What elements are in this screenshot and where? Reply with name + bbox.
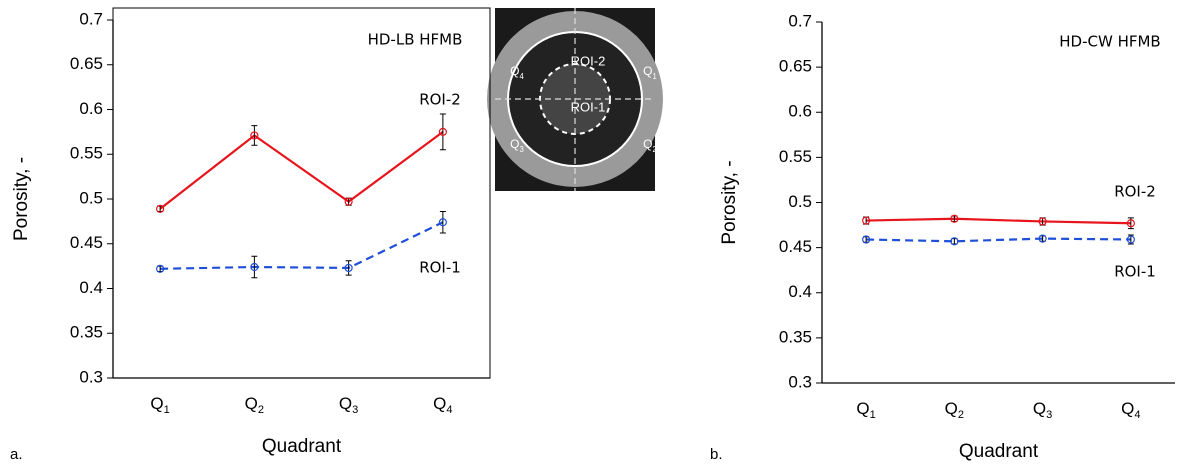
y-tick-label: 0.45 xyxy=(70,233,103,252)
x-tick-label: Q4 xyxy=(1121,399,1140,420)
y-tick-label: 0.65 xyxy=(70,54,103,73)
chart-title: HD-LB HFMB xyxy=(368,31,463,49)
x-axis-title: Quadrant xyxy=(262,436,342,457)
series-label: ROI-1 xyxy=(1114,263,1156,281)
inset-roi-label: ROI-1 xyxy=(571,99,606,114)
x-tick-label: Q3 xyxy=(1033,399,1052,420)
series-line xyxy=(866,239,1131,242)
y-tick-label: 0.7 xyxy=(79,9,103,28)
y-tick-label: 0.3 xyxy=(79,367,103,386)
y-tick-label: 0.5 xyxy=(79,188,103,207)
panel-label: a. xyxy=(10,446,23,463)
y-tick-label: 0.55 xyxy=(779,147,812,166)
x-tick-label: Q1 xyxy=(856,399,875,420)
x-tick-label: Q3 xyxy=(339,394,358,415)
y-axis-title: Porosity, - xyxy=(11,157,32,241)
x-tick-label: Q2 xyxy=(245,394,264,415)
chart-frame xyxy=(113,8,490,378)
series-label: ROI-2 xyxy=(1114,183,1156,201)
error-bar xyxy=(951,239,957,244)
inset-roi-label: ROI-2 xyxy=(571,53,606,68)
y-tick-label: 0.65 xyxy=(779,57,812,76)
x-tick-label: Q1 xyxy=(150,394,169,415)
y-tick-label: 0.6 xyxy=(788,102,812,121)
y-tick-label: 0.4 xyxy=(79,278,103,297)
y-tick-label: 0.35 xyxy=(779,327,812,346)
y-tick-label: 0.35 xyxy=(70,323,103,342)
error-bar xyxy=(251,126,257,146)
y-tick-label: 0.4 xyxy=(788,282,812,301)
chart-title: HD-CW HFMB xyxy=(1059,33,1160,51)
y-tick-label: 0.6 xyxy=(79,99,103,118)
series-label: ROI-1 xyxy=(419,259,461,277)
y-tick-label: 0.7 xyxy=(788,11,812,30)
y-axis-title: Porosity, - xyxy=(719,160,740,244)
y-tick-label: 0.3 xyxy=(788,372,812,391)
series-line xyxy=(160,132,443,209)
series-line xyxy=(866,219,1131,224)
y-tick-label: 0.55 xyxy=(70,144,103,163)
series-label: ROI-2 xyxy=(419,91,461,109)
y-tick-label: 0.45 xyxy=(779,237,812,256)
x-tick-label: Q2 xyxy=(945,399,964,420)
x-axis-title: Quadrant xyxy=(959,441,1039,462)
x-tick-label: Q4 xyxy=(433,394,452,415)
series-line xyxy=(160,222,443,269)
error-bar xyxy=(440,114,446,150)
y-tick-label: 0.5 xyxy=(788,192,812,211)
panel-label: b. xyxy=(710,446,723,463)
figure: Q1 Q2 Q3 Q4 ROI-2 ROI-1 0.3 0.35 0.4 0.45 0.5 0.55… xyxy=(0,0,1178,464)
